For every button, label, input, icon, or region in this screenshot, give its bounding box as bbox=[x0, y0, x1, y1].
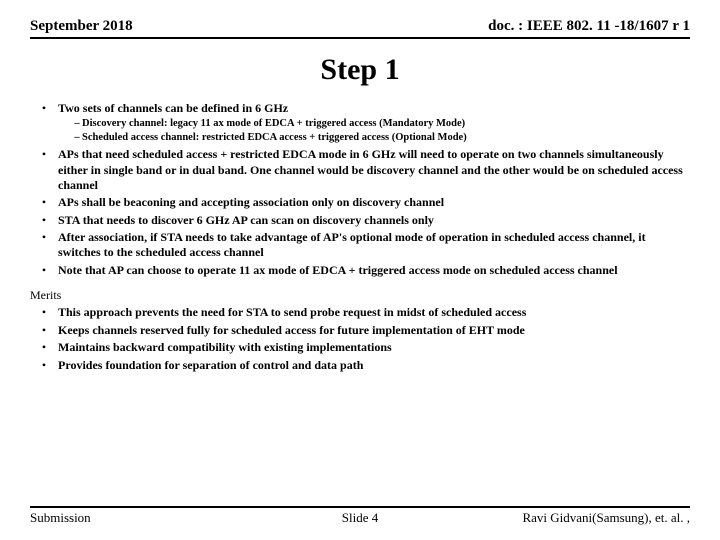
header-doc-id: doc. : IEEE 802. 11 -18/1607 r 1 bbox=[488, 18, 690, 35]
dash-marker: – bbox=[58, 117, 82, 130]
list-item: •This approach prevents the need for STA… bbox=[30, 305, 690, 320]
list-item-text: Keeps channels reserved fully for schedu… bbox=[58, 323, 690, 338]
list-item-text: Two sets of channels can be defined in 6… bbox=[58, 101, 690, 145]
slide-title: Step 1 bbox=[30, 53, 690, 87]
list-item-text: APs shall be beaconing and accepting ass… bbox=[58, 195, 690, 210]
footer-bar: Submission Slide 4 Ravi Gidvani(Samsung)… bbox=[30, 506, 690, 526]
bullet-marker: • bbox=[30, 213, 58, 228]
list-item-text: APs that need scheduled access + restric… bbox=[58, 147, 690, 193]
list-item: •After association, if STA needs to take… bbox=[30, 230, 690, 261]
list-item-text: After association, if STA needs to take … bbox=[58, 230, 690, 261]
main-bullet-list: •Two sets of channels can be defined in … bbox=[30, 101, 690, 278]
sub-list-item-text: Scheduled access channel: restricted EDC… bbox=[82, 131, 690, 144]
bullet-marker: • bbox=[30, 358, 58, 373]
list-item: •Maintains backward compatibility with e… bbox=[30, 340, 690, 355]
bullet-marker: • bbox=[30, 230, 58, 261]
list-item-text: Maintains backward compatibility with ex… bbox=[58, 340, 690, 355]
bullet-marker: • bbox=[30, 323, 58, 338]
bullet-marker: • bbox=[30, 101, 58, 145]
sub-list-item: –Scheduled access channel: restricted ED… bbox=[58, 131, 690, 144]
merits-bullet-list: •This approach prevents the need for STA… bbox=[30, 305, 690, 372]
list-item-text: STA that needs to discover 6 GHz AP can … bbox=[58, 213, 690, 228]
list-item-text: Provides foundation for separation of co… bbox=[58, 358, 690, 373]
sub-list-item: –Discovery channel: legacy 11 ax mode of… bbox=[58, 117, 690, 130]
header-bar: September 2018 doc. : IEEE 802. 11 -18/1… bbox=[30, 18, 690, 39]
list-item: •Keeps channels reserved fully for sched… bbox=[30, 323, 690, 338]
slide: September 2018 doc. : IEEE 802. 11 -18/1… bbox=[0, 0, 720, 540]
list-item: •STA that needs to discover 6 GHz AP can… bbox=[30, 213, 690, 228]
header-date: September 2018 bbox=[30, 18, 133, 35]
list-item: •APs shall be beaconing and accepting as… bbox=[30, 195, 690, 210]
list-item: •Provides foundation for separation of c… bbox=[30, 358, 690, 373]
merits-heading: Merits bbox=[30, 288, 690, 303]
list-item: •APs that need scheduled access + restri… bbox=[30, 147, 690, 193]
sub-list-item-text: Discovery channel: legacy 11 ax mode of … bbox=[82, 117, 690, 130]
list-item-text: Note that AP can choose to operate 11 ax… bbox=[58, 263, 690, 278]
bullet-marker: • bbox=[30, 305, 58, 320]
list-item-text: This approach prevents the need for STA … bbox=[58, 305, 690, 320]
bullet-marker: • bbox=[30, 263, 58, 278]
dash-marker: – bbox=[58, 131, 82, 144]
list-item: •Two sets of channels can be defined in … bbox=[30, 101, 690, 145]
list-item: •Note that AP can choose to operate 11 a… bbox=[30, 263, 690, 278]
bullet-marker: • bbox=[30, 195, 58, 210]
footer-center: Slide 4 bbox=[30, 510, 690, 526]
bullet-marker: • bbox=[30, 147, 58, 193]
sub-bullet-list: –Discovery channel: legacy 11 ax mode of… bbox=[58, 117, 690, 144]
bullet-marker: • bbox=[30, 340, 58, 355]
slide-body: •Two sets of channels can be defined in … bbox=[30, 101, 690, 373]
